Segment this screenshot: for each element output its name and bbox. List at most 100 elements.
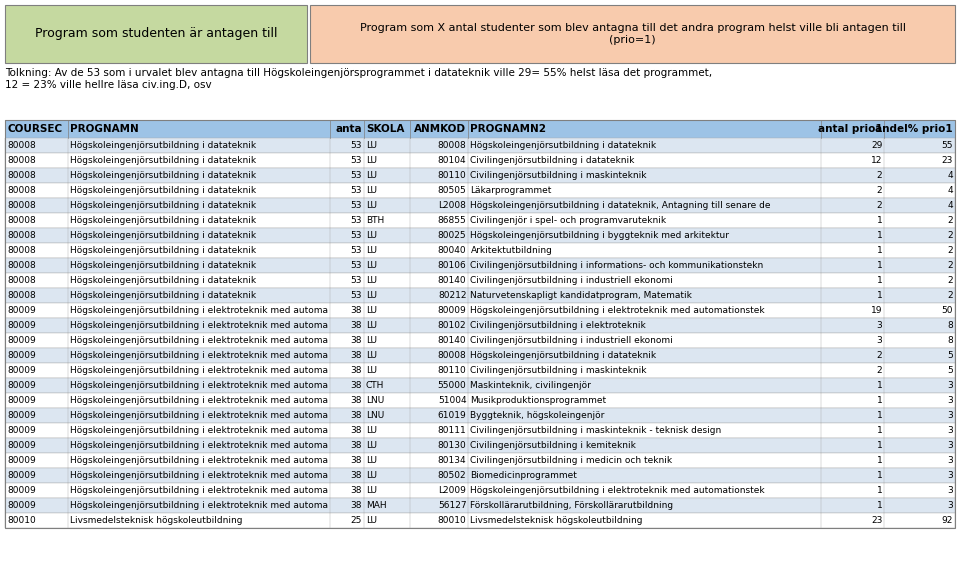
Text: 56127: 56127 [438,501,467,510]
Text: LU: LU [366,366,377,375]
Text: 80009: 80009 [7,456,36,465]
Text: 38: 38 [350,381,362,390]
Bar [5,393,955,408]
Text: LU: LU [366,306,377,315]
Text: 2: 2 [948,276,953,285]
Text: 80008: 80008 [7,291,36,300]
Text: 38: 38 [350,321,362,330]
Text: 53: 53 [350,261,362,270]
Text: 80140: 80140 [438,336,467,345]
Text: Civilingenjörsutbildning i industriell ekonomi: Civilingenjörsutbildning i industriell e… [470,336,673,345]
Text: LU: LU [366,456,377,465]
Text: ANMKOD: ANMKOD [415,124,467,134]
Text: 5: 5 [948,351,953,360]
Text: 2: 2 [876,186,882,195]
Text: Högskoleingenjörsutbildning i elektroteknik med automa: Högskoleingenjörsutbildning i elektrotek… [70,351,328,360]
Text: Högskoleingenjörsutbildning i byggteknik med arkitektur: Högskoleingenjörsutbildning i byggteknik… [470,231,730,240]
Bar [310,5,955,63]
Text: 80009: 80009 [7,321,36,330]
Text: 1: 1 [876,261,882,270]
Text: 80008: 80008 [7,216,36,225]
Text: 3: 3 [948,426,953,435]
Text: 53: 53 [350,246,362,255]
Text: Maskinteknik, civilingenjör: Maskinteknik, civilingenjör [470,381,591,390]
Text: 80008: 80008 [7,186,36,195]
Text: 1: 1 [876,486,882,495]
Text: 2: 2 [948,231,953,240]
Text: 23: 23 [871,516,882,525]
Text: 80502: 80502 [438,471,467,480]
Text: 53: 53 [350,201,362,210]
Text: Program som studenten är antagen till: Program som studenten är antagen till [35,28,277,40]
Text: 1: 1 [876,501,882,510]
Text: 38: 38 [350,396,362,405]
Bar [5,120,955,138]
Text: 80104: 80104 [438,156,467,165]
Text: 3: 3 [876,321,882,330]
Text: 80010: 80010 [438,516,467,525]
Text: 53: 53 [350,156,362,165]
Text: Högskoleingenjörsutbildning i datateknik: Högskoleingenjörsutbildning i datateknik [70,186,256,195]
Text: 80009: 80009 [7,501,36,510]
Text: 2: 2 [876,171,882,180]
Text: Högskoleingenjörsutbildning i datateknik: Högskoleingenjörsutbildning i datateknik [70,141,256,150]
Text: 4: 4 [948,171,953,180]
Text: Tolkning: Av de 53 som i urvalet blev antagna till Högskoleingenjörsprogrammet i: Tolkning: Av de 53 som i urvalet blev an… [5,68,712,90]
Text: 3: 3 [948,381,953,390]
Bar [5,198,955,213]
Text: LU: LU [366,186,377,195]
Text: 1: 1 [876,246,882,255]
Text: 80040: 80040 [438,246,467,255]
Text: 80009: 80009 [7,381,36,390]
Bar [5,498,955,513]
Text: Högskoleingenjörsutbildning i elektroteknik med automa: Högskoleingenjörsutbildning i elektrotek… [70,396,328,405]
Text: LNU: LNU [366,396,384,405]
Bar [5,453,955,468]
Text: 55: 55 [942,141,953,150]
Text: LU: LU [366,261,377,270]
Text: 53: 53 [350,216,362,225]
Bar [5,363,955,378]
Text: 4: 4 [948,186,953,195]
Text: 53: 53 [350,231,362,240]
Text: 2: 2 [948,246,953,255]
Bar [5,120,955,528]
Text: Högskoleingenjörsutbildning i elektroteknik med automa: Högskoleingenjörsutbildning i elektrotek… [70,501,328,510]
Bar [5,318,955,333]
Text: 2: 2 [876,351,882,360]
Text: L2008: L2008 [439,201,467,210]
Bar [5,423,955,438]
Bar [5,378,955,393]
Text: Högskoleingenjörsutbildning i datateknik: Högskoleingenjörsutbildning i datateknik [70,156,256,165]
Text: 80110: 80110 [438,171,467,180]
Text: Förskollärarutbildning, Förskollärarutbildning: Förskollärarutbildning, Förskollärarutbi… [470,501,674,510]
Text: PROGNAMN: PROGNAMN [70,124,139,134]
Text: 80009: 80009 [7,336,36,345]
Text: Högskoleingenjörsutbildning i elektroteknik med automa: Högskoleingenjörsutbildning i elektrotek… [70,366,328,375]
Text: 1: 1 [876,471,882,480]
Text: SKOLA: SKOLA [366,124,404,134]
Text: 80008: 80008 [7,141,36,150]
Text: Läkarprogrammet: Läkarprogrammet [470,186,552,195]
Text: Civilingenjör i spel- och programvaruteknik: Civilingenjör i spel- och programvarutek… [470,216,666,225]
Text: LU: LU [366,141,377,150]
Text: Civilingenjörsutbildning i maskinteknik: Civilingenjörsutbildning i maskinteknik [470,171,647,180]
Text: 25: 25 [350,516,362,525]
Text: Musikproduktionsprogrammet: Musikproduktionsprogrammet [470,396,607,405]
Text: 38: 38 [350,366,362,375]
Text: LU: LU [366,426,377,435]
Text: Högskoleingenjörsutbildning i elektroteknik med automa: Högskoleingenjörsutbildning i elektrotek… [70,471,328,480]
Text: Högskoleingenjörsutbildning i datateknik: Högskoleingenjörsutbildning i datateknik [70,261,256,270]
Text: 80134: 80134 [438,456,467,465]
Text: 1: 1 [876,276,882,285]
Text: Högskoleingenjörsutbildning i datateknik, Antagning till senare de: Högskoleingenjörsutbildning i datateknik… [470,201,771,210]
Text: 61019: 61019 [438,411,467,420]
Text: 29: 29 [871,141,882,150]
Text: Högskoleingenjörsutbildning i elektroteknik med automationstek: Högskoleingenjörsutbildning i elektrotek… [470,306,765,315]
Text: LU: LU [366,246,377,255]
Text: 80009: 80009 [7,306,36,315]
Bar [5,333,955,348]
Text: LU: LU [366,276,377,285]
Text: Civilingenjörsutbildning i maskinteknik: Civilingenjörsutbildning i maskinteknik [470,366,647,375]
Bar [5,5,307,63]
